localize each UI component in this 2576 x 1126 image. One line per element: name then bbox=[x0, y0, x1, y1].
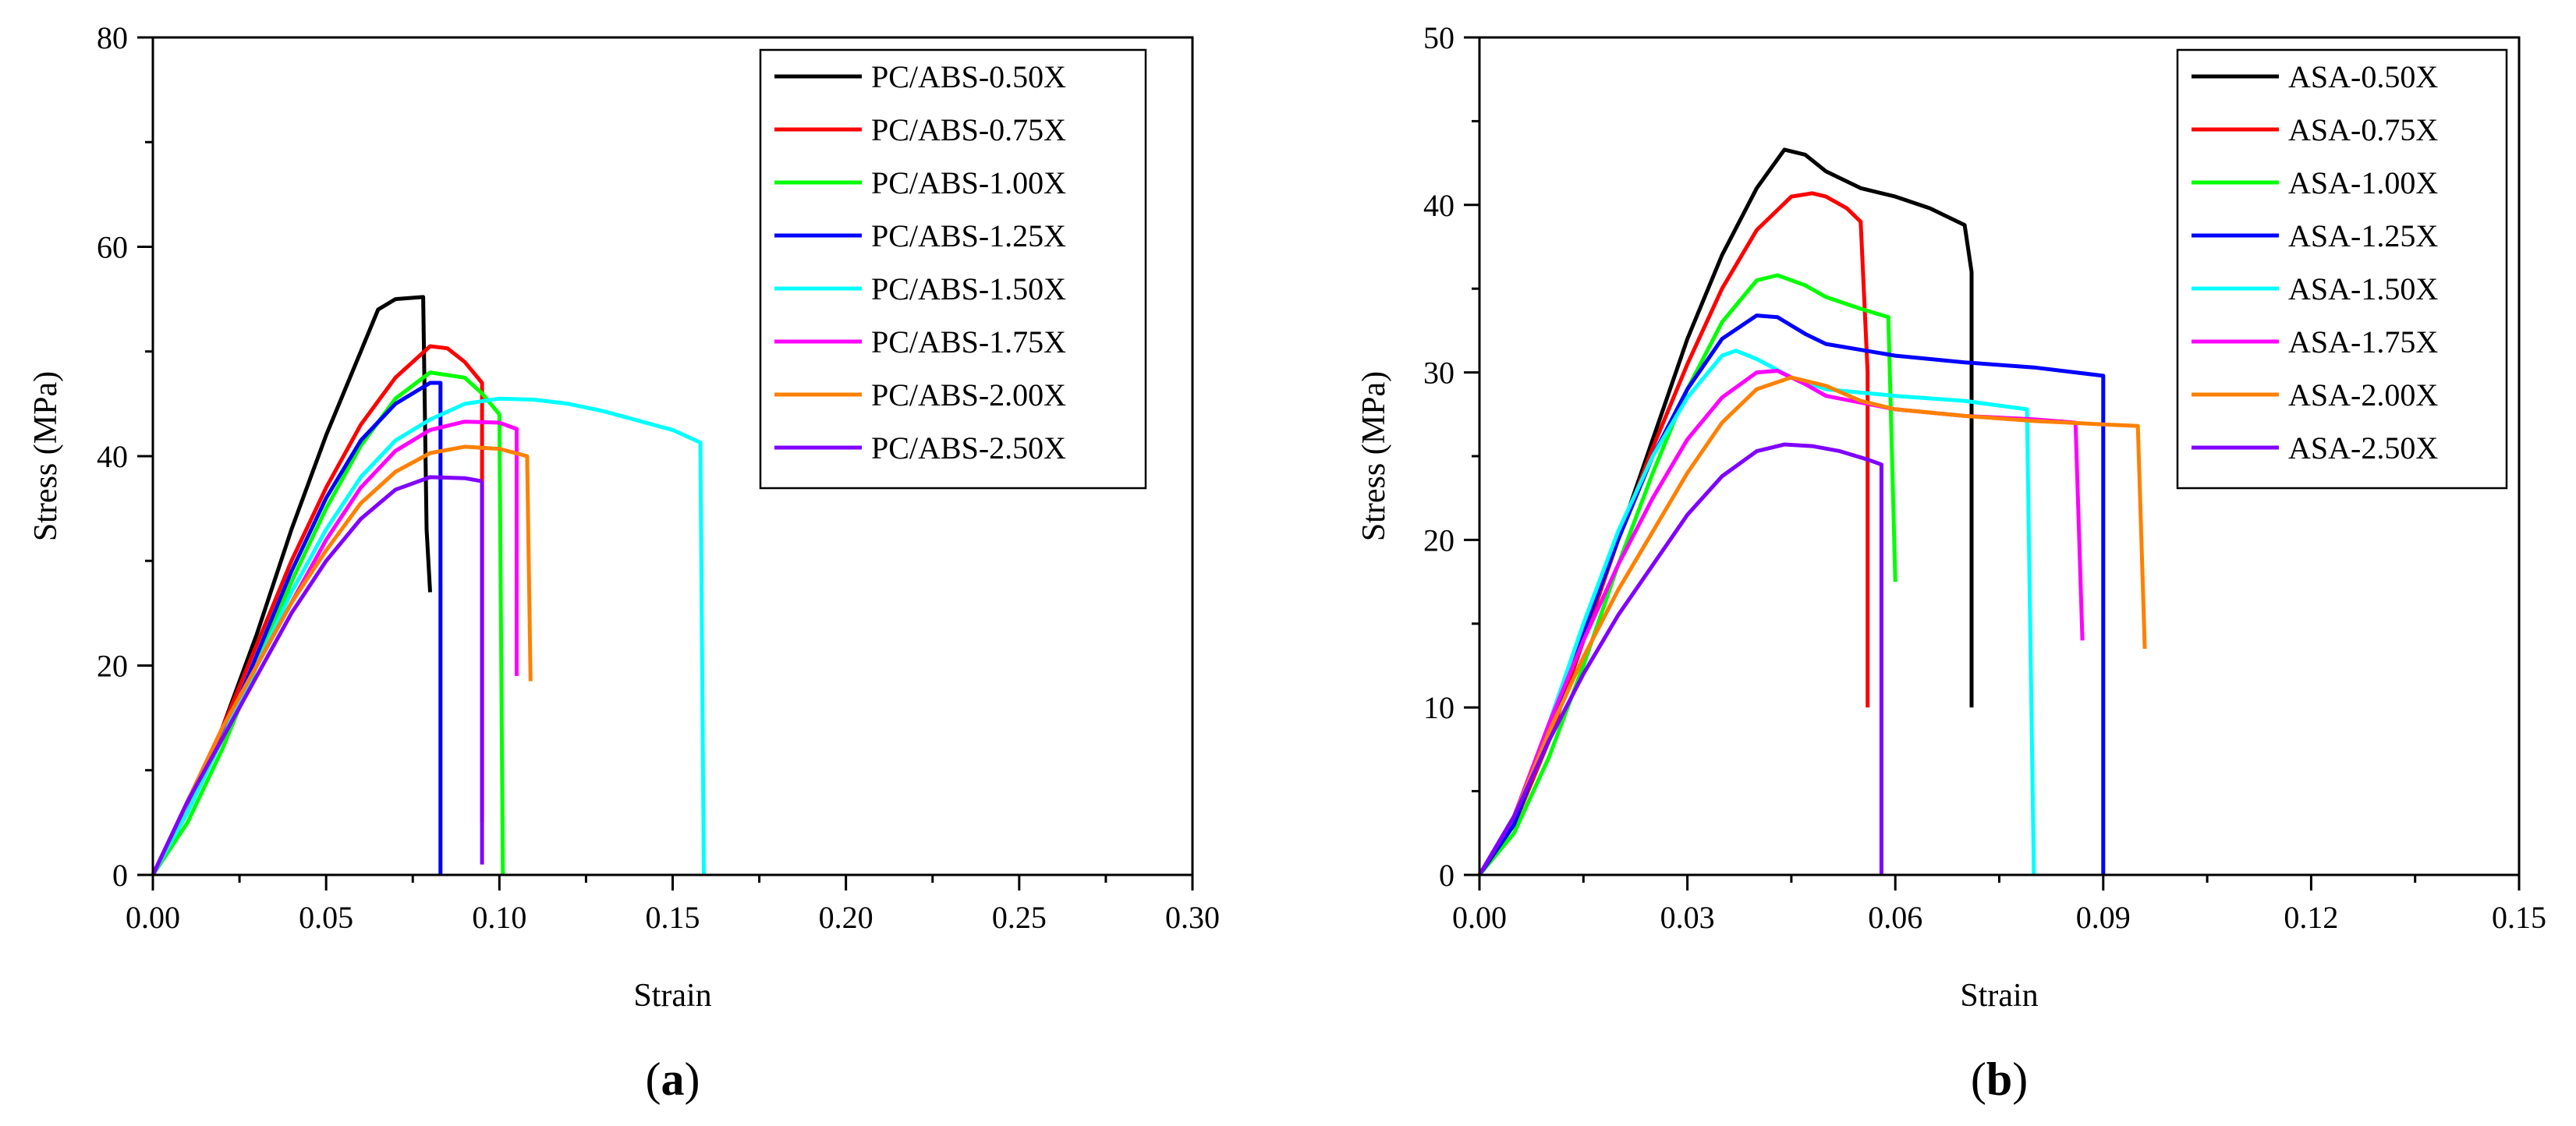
legend-box bbox=[2176, 48, 2508, 490]
y-axis-title: Stress (MPa) bbox=[1356, 371, 1392, 541]
series-line-asa-1-50x bbox=[1477, 349, 2036, 876]
y-tick-label: 60 bbox=[97, 230, 128, 265]
legend-label: PC/ABS-0.75X bbox=[871, 112, 1066, 147]
legend: PC/ABS-0.50X PC/ABS-0.75X PC/ABS-1.00X PC/A… bbox=[759, 48, 1147, 490]
x-tick-label: 0.05 bbox=[299, 900, 353, 935]
legend-label: ASA-1.75X bbox=[2288, 324, 2438, 359]
panel-label-part: a bbox=[661, 1053, 685, 1105]
x-tick-label: 0.03 bbox=[1660, 900, 1715, 935]
legend-label: PC/ABS-2.50X bbox=[871, 430, 1066, 466]
chart-panel-a: 0.00 0.05 0.10 0.15 0.20 0.25 0.30 0 20 40 60 80 Str… bbox=[28, 20, 1220, 1105]
y-tick-label: 40 bbox=[97, 439, 128, 474]
legend-label: ASA-2.00X bbox=[2288, 377, 2438, 413]
legend: ASA-0.50X ASA-0.75X ASA-1.00X ASA-1.25X ASA-… bbox=[2176, 48, 2508, 490]
legend-label: PC/ABS-1.25X bbox=[871, 218, 1066, 253]
panel-label: (b) bbox=[1971, 1053, 2028, 1105]
legend-label: ASA-1.50X bbox=[2288, 271, 2438, 306]
x-tick-label: 0.15 bbox=[2492, 900, 2546, 935]
legend-label: PC/ABS-2.00X bbox=[871, 377, 1066, 413]
y-tick-label: 80 bbox=[97, 20, 128, 55]
legend-label: ASA-0.50X bbox=[2288, 59, 2438, 94]
x-tick-label: 0.25 bbox=[992, 900, 1047, 935]
x-tick-label: 0.12 bbox=[2284, 900, 2338, 935]
legend-label: ASA-1.00X bbox=[2288, 165, 2438, 200]
series-group bbox=[1477, 147, 2147, 876]
series-line-asa-2-00x bbox=[1477, 375, 2147, 876]
series-line-asa-1-25x bbox=[1477, 313, 2106, 876]
series-line-asa-2-50x bbox=[1477, 442, 1883, 876]
series-line-pc-abs-1-00x bbox=[151, 370, 505, 876]
series-group bbox=[151, 295, 706, 876]
x-tick-label: 0.09 bbox=[2076, 900, 2131, 935]
y-tick-label: 10 bbox=[1423, 690, 1455, 725]
legend-label: PC/ABS-1.75X bbox=[871, 324, 1066, 359]
legend-label: ASA-1.25X bbox=[2288, 218, 2438, 253]
x-tick-label: 0.00 bbox=[126, 900, 180, 935]
x-axis-title: Strain bbox=[1960, 978, 2038, 1014]
legend-label: ASA-0.75X bbox=[2288, 112, 2438, 147]
series-line-asa-1-00x bbox=[1478, 273, 1897, 876]
y-tick-label: 20 bbox=[1423, 522, 1455, 558]
x-tick-label: 0.20 bbox=[819, 900, 873, 935]
panel-label-part: ( bbox=[646, 1053, 661, 1105]
chart-panel-b: 0.00 0.03 0.06 0.09 0.12 0.15 0 10 20 30 40 50 Strai… bbox=[1356, 20, 2546, 1105]
y-axis-title: Stress (MPa) bbox=[28, 371, 64, 541]
x-tick-label: 0.15 bbox=[646, 900, 700, 935]
series-line-pc-abs-2-50x bbox=[151, 475, 483, 876]
panel-label-part: ( bbox=[1971, 1053, 1986, 1105]
series-line-pc-abs-1-50x bbox=[151, 396, 706, 876]
legend-label: PC/ABS-1.00X bbox=[871, 165, 1066, 200]
x-tick-label: 0.30 bbox=[1165, 900, 1220, 935]
y-tick-label: 50 bbox=[1423, 20, 1455, 55]
x-axis-title: Strain bbox=[633, 978, 711, 1014]
x-tick-label: 0.06 bbox=[1868, 900, 1922, 935]
panel-label-part: ) bbox=[2012, 1053, 2028, 1105]
panel-label: (a) bbox=[646, 1053, 700, 1105]
x-tick-label: 0.10 bbox=[472, 900, 526, 935]
legend-box bbox=[759, 48, 1147, 490]
y-tick-label: 0 bbox=[1439, 858, 1455, 893]
y-tick-label: 40 bbox=[1423, 188, 1455, 223]
legend-label: ASA-2.50X bbox=[2288, 430, 2438, 466]
y-tick-label: 30 bbox=[1423, 356, 1455, 391]
legend-label: PC/ABS-1.50X bbox=[871, 271, 1066, 306]
series-line-pc-abs-2-00x bbox=[151, 444, 533, 876]
panel-label-part: b bbox=[1986, 1053, 2012, 1105]
y-tick-label: 0 bbox=[112, 858, 128, 893]
series-line-asa-0-50x bbox=[1477, 147, 1974, 876]
y-tick-label: 20 bbox=[97, 649, 128, 684]
panel-label-part: ) bbox=[685, 1053, 700, 1105]
legend-label: PC/ABS-0.50X bbox=[871, 59, 1066, 94]
x-tick-label: 0.00 bbox=[1452, 900, 1507, 935]
